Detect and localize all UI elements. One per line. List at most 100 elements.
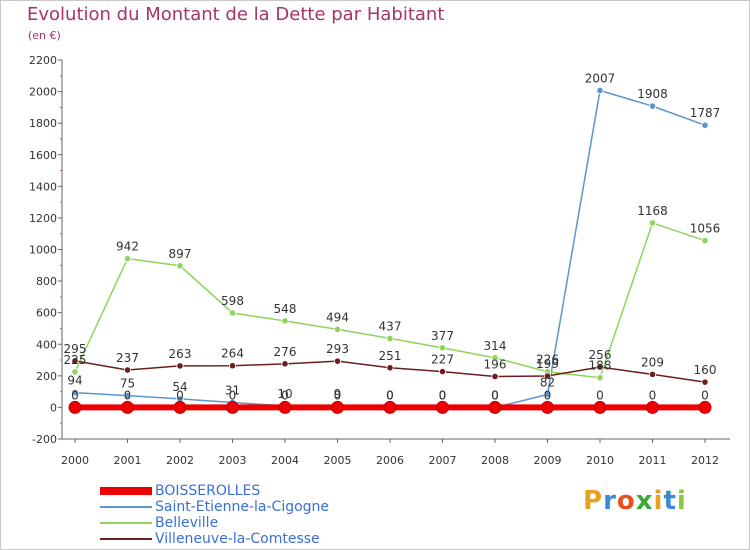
- data-point-0: [383, 400, 397, 414]
- data-label-3: 209: [641, 355, 664, 369]
- data-point-3: [333, 357, 342, 365]
- data-point-0: [226, 400, 239, 414]
- data-label-2: 1056: [690, 222, 721, 236]
- data-label-1: 0: [439, 388, 447, 402]
- y-tick-label: 2000: [29, 86, 57, 99]
- data-point-0: [541, 400, 554, 414]
- data-label-0: 0: [334, 388, 342, 402]
- data-label-3: 199: [536, 357, 559, 371]
- data-label-3: 196: [484, 357, 507, 371]
- data-point-2: [333, 325, 342, 334]
- legend-label-belleville: Belleville: [155, 515, 219, 531]
- data-label-3: 237: [116, 351, 139, 365]
- x-tick-label: 2001: [114, 454, 142, 467]
- data-point-2: [71, 368, 79, 376]
- data-point-3: [123, 366, 132, 374]
- x-tick-label: 2011: [639, 454, 667, 467]
- legend-label-boisserolles: BOISSEROLLES: [155, 483, 261, 499]
- data-label-3: 295: [64, 342, 87, 356]
- data-label-2: 548: [274, 302, 297, 316]
- data-label-0: 0: [701, 388, 709, 402]
- data-point-0: [278, 400, 292, 414]
- data-label-0: 0: [439, 388, 447, 402]
- data-label-0: 0: [649, 388, 657, 402]
- data-label-0: 0: [281, 388, 289, 402]
- data-point-1: [543, 390, 552, 399]
- data-label-2: 494: [326, 310, 349, 324]
- data-point-0: [593, 400, 607, 414]
- data-point-3: [648, 370, 657, 379]
- data-point-3: [596, 363, 604, 371]
- data-label-1: 10: [277, 387, 292, 401]
- y-tick-label: 1000: [29, 244, 57, 257]
- data-label-2: 225: [64, 353, 87, 367]
- y-tick-label: 1800: [29, 117, 57, 130]
- x-tick-label: 2010: [586, 454, 614, 467]
- data-point-2: [701, 237, 709, 245]
- legend-label-saint-etienne: Saint-Etienne-la-Cigogne: [155, 499, 330, 515]
- data-label-3: 264: [221, 347, 244, 361]
- y-tick-label: 1600: [29, 149, 57, 162]
- data-point-0: [121, 400, 134, 414]
- data-point-0: [331, 400, 344, 414]
- data-label-1: 82: [540, 375, 555, 389]
- data-label-1: 1908: [637, 87, 668, 101]
- data-label-1: 31: [225, 384, 240, 398]
- data-label-1: 75: [120, 377, 135, 391]
- legend-swatch-boisserolles: [100, 487, 152, 495]
- data-label-2: 188: [589, 359, 612, 373]
- data-point-0: [698, 400, 712, 414]
- chart-unit-label: (en €): [28, 29, 61, 42]
- data-point-3: [71, 357, 79, 365]
- data-point-3: [176, 362, 184, 370]
- x-tick-label: 2006: [376, 454, 404, 467]
- data-label-2: 1168: [637, 204, 668, 218]
- legend-swatch-belleville: [100, 522, 152, 524]
- data-point-2: [228, 309, 237, 317]
- logo-letter: x: [635, 486, 654, 516]
- data-point-3: [543, 372, 552, 380]
- data-label-3: 276: [274, 345, 297, 359]
- x-tick-label: 2000: [61, 454, 89, 467]
- data-label-2: 377: [431, 329, 454, 343]
- y-tick-label: 400: [36, 338, 57, 351]
- y-tick-label: 1200: [29, 212, 57, 225]
- data-point-1: [71, 388, 79, 397]
- y-tick-label: 2200: [29, 54, 57, 67]
- logo-letter: P: [583, 486, 604, 516]
- x-tick-label: 2012: [691, 454, 719, 467]
- data-point-2: [491, 354, 499, 362]
- y-tick-label: 200: [36, 370, 57, 383]
- data-label-0: 0: [491, 388, 499, 402]
- data-label-2: 942: [116, 240, 139, 254]
- legend-swatch-saint-etienne: [100, 506, 152, 508]
- data-label-1: 0: [491, 388, 499, 402]
- y-tick-label: 0: [50, 401, 57, 414]
- x-tick-label: 2002: [166, 454, 194, 467]
- legend-swatch-villeneuve: [100, 538, 152, 540]
- data-label-0: 0: [124, 388, 132, 402]
- y-tick-label: 600: [36, 307, 57, 320]
- x-tick-label: 2004: [271, 454, 299, 467]
- y-tick-label: 800: [36, 275, 57, 288]
- data-label-2: 314: [484, 339, 507, 353]
- data-label-1: 94: [67, 374, 82, 388]
- chart-title: Evolution du Montant de la Dette par Hab…: [27, 4, 445, 25]
- x-tick-label: 2007: [429, 454, 457, 467]
- y-tick-label: -200: [32, 433, 57, 446]
- data-label-1: 0: [386, 388, 394, 402]
- logo-letter: t: [663, 486, 677, 516]
- data-point-3: [386, 364, 394, 372]
- data-point-3: [438, 367, 447, 376]
- data-point-1: [596, 86, 604, 95]
- data-point-0: [646, 400, 659, 414]
- data-point-0: [488, 400, 502, 414]
- data-point-2: [596, 374, 604, 382]
- logo-letter: r: [603, 486, 617, 516]
- logo-letter: i: [676, 486, 687, 516]
- data-label-3: 256: [589, 348, 612, 362]
- data-label-2: 598: [221, 294, 244, 308]
- data-label-0: 0: [176, 388, 184, 402]
- data-label-0: 0: [596, 388, 604, 402]
- data-label-0: 0: [229, 388, 237, 402]
